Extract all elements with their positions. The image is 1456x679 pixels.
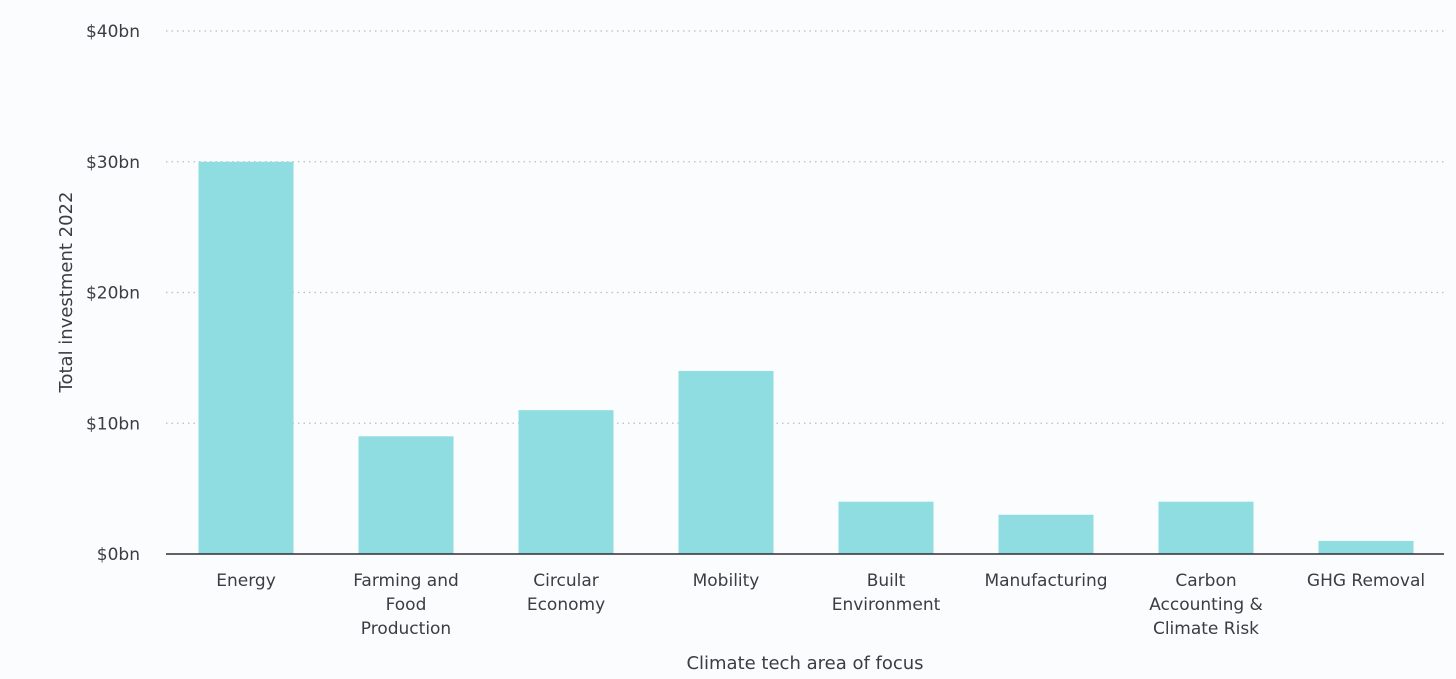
category-label-6-line-1: Accounting & [1149,595,1263,615]
category-label-3-line-0: Mobility [693,571,760,591]
category-label-2: Circular Economy [527,571,605,615]
category-label-4-line-1: Environment [832,595,941,615]
bar-2 [518,410,614,554]
bars [198,161,1414,554]
bar-0 [198,161,294,554]
y-tick-label-3: $30bn [86,153,140,173]
category-label-7-line-0: GHG Removal [1307,571,1425,591]
category-label-2-line-0: Circular [533,571,598,591]
category-label-6-line-0: Carbon [1175,571,1236,591]
x-axis-category-labels: Energy Farming and Food Production Circular E… [216,571,1425,639]
category-label-2-line-1: Economy [527,595,605,615]
category-label-1-line-1: Food [386,595,427,615]
bar-6 [1158,501,1254,554]
y-tick-label-2: $20bn [86,284,140,304]
y-tick-label-0: $0bn [97,545,140,565]
bar-7 [1318,540,1414,554]
bar-5 [998,514,1094,554]
category-label-5: Manufacturing [984,571,1107,591]
category-label-1: Farming and Food Production [353,571,459,639]
y-tick-label-4: $40bn [86,22,140,42]
category-label-6-line-2: Climate Risk [1153,619,1259,639]
category-label-1-line-0: Farming and [353,571,459,591]
y-axis-ticks: $0bn $10bn $20bn $30bn $40bn [86,22,140,565]
x-axis-title: Climate tech area of focus [686,653,923,674]
y-axis-title: Total investment 2022 [56,192,77,394]
y-tick-label-1: $10bn [86,414,140,434]
category-label-7: GHG Removal [1307,571,1425,591]
category-label-0-line-0: Energy [216,571,276,591]
category-label-6: Carbon Accounting & Climate Risk [1149,571,1263,639]
category-label-4-line-0: Built [867,571,906,591]
category-label-4: Built Environment [832,571,941,615]
bar-4 [838,501,934,554]
bar-1 [358,436,454,554]
category-label-5-line-0: Manufacturing [984,571,1107,591]
category-label-0: Energy [216,571,276,591]
gridlines [166,30,1444,424]
bar-3 [678,370,774,554]
category-label-3: Mobility [693,571,760,591]
category-label-1-line-2: Production [361,619,451,639]
